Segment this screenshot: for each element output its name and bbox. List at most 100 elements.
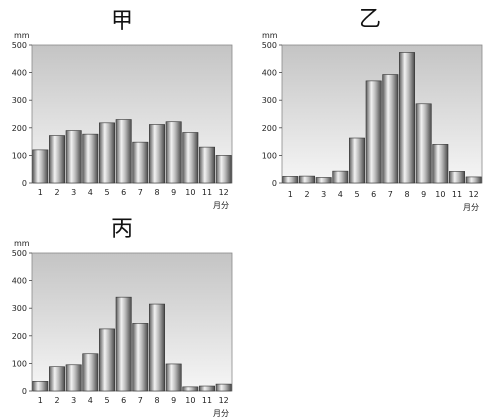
- chart-title: 丙: [111, 217, 133, 242]
- bar: [32, 381, 49, 392]
- chart-title: 甲: [111, 9, 133, 34]
- x-tick-label: 4: [88, 396, 93, 405]
- x-tick-label: 11: [452, 190, 462, 199]
- x-tick-label: 4: [88, 188, 93, 197]
- y-tick-label: 0: [22, 387, 27, 396]
- x-tick-label: 9: [171, 188, 176, 197]
- x-tick-label: 1: [288, 190, 293, 199]
- bar: [465, 176, 482, 184]
- plot-area: [31, 44, 233, 184]
- x-tick-label: 3: [71, 188, 76, 197]
- x-tick-label: 12: [219, 396, 229, 405]
- plot-area: [281, 44, 483, 184]
- bar: [349, 137, 365, 184]
- bar: [415, 103, 432, 184]
- plot-area: [31, 252, 233, 392]
- y-tick-label: 200: [12, 124, 27, 133]
- bar: [49, 366, 65, 392]
- x-tick-label: 6: [121, 396, 126, 405]
- bar: [65, 130, 82, 184]
- bar: [315, 177, 332, 184]
- bar: [215, 383, 232, 392]
- bar: [65, 364, 82, 392]
- y-unit-label: mm: [14, 239, 30, 248]
- x-tick-label: 12: [219, 188, 229, 197]
- y-tick-label: 300: [262, 96, 277, 105]
- x-tick-label: 10: [185, 188, 195, 197]
- bar: [332, 170, 349, 184]
- bar: [82, 353, 99, 392]
- y-tick-label: 100: [12, 151, 27, 160]
- x-tick-label: 5: [104, 188, 109, 197]
- x-tick-label: 8: [404, 190, 409, 199]
- bar: [449, 171, 465, 184]
- y-tick-label: 200: [12, 332, 27, 341]
- x-tick-label: 3: [71, 396, 76, 405]
- x-tick-label: 11: [202, 396, 212, 405]
- x-tick-label: 2: [54, 188, 59, 197]
- bar: [149, 124, 165, 184]
- x-tick-label: 6: [371, 190, 376, 199]
- x-tick-label: 10: [435, 190, 445, 199]
- x-tick-label: 7: [388, 190, 393, 199]
- bar: [182, 386, 199, 392]
- bar: [432, 144, 449, 184]
- bar: [32, 149, 49, 184]
- bar: [282, 176, 299, 184]
- x-tick-label: 5: [104, 396, 109, 405]
- y-tick-label: 0: [272, 179, 277, 188]
- bar: [82, 133, 99, 184]
- bar: [115, 119, 132, 184]
- x-tick-label: 7: [138, 188, 143, 197]
- x-tick-label: 2: [54, 396, 59, 405]
- x-tick-label: 2: [304, 190, 309, 199]
- bar: [165, 363, 182, 392]
- bar: [199, 146, 215, 184]
- x-tick-label: 11: [202, 188, 212, 197]
- x-tick-label: 8: [154, 188, 159, 197]
- bar: [182, 132, 199, 184]
- x-tick-label: 12: [469, 190, 479, 199]
- bar: [115, 296, 132, 392]
- y-tick-label: 500: [262, 41, 277, 50]
- bar: [132, 141, 149, 184]
- y-tick-label: 400: [262, 69, 277, 78]
- y-tick-label: 400: [12, 277, 27, 286]
- bar: [399, 52, 415, 184]
- bar: [299, 175, 315, 184]
- x-unit-label: 月分: [463, 203, 479, 212]
- bar: [99, 328, 115, 392]
- chart-title: 乙: [359, 7, 381, 32]
- bar: [382, 74, 399, 184]
- x-tick-label: 1: [38, 396, 43, 405]
- bar: [199, 385, 215, 392]
- x-unit-label: 月分: [213, 201, 229, 210]
- bar: [215, 155, 232, 184]
- x-tick-label: 9: [171, 396, 176, 405]
- y-unit-label: mm: [14, 31, 30, 40]
- bar: [365, 80, 382, 184]
- x-tick-label: 3: [321, 190, 326, 199]
- x-unit-label: 月分: [213, 409, 229, 418]
- bar: [99, 122, 115, 184]
- x-tick-label: 7: [138, 396, 143, 405]
- bar: [49, 135, 65, 184]
- y-tick-label: 200: [262, 124, 277, 133]
- x-tick-label: 1: [38, 188, 43, 197]
- x-tick-label: 8: [154, 396, 159, 405]
- y-tick-label: 100: [12, 359, 27, 368]
- y-tick-label: 400: [12, 69, 27, 78]
- y-tick-label: 0: [22, 179, 27, 188]
- x-tick-label: 4: [338, 190, 343, 199]
- x-tick-label: 6: [121, 188, 126, 197]
- y-unit-label: mm: [262, 31, 278, 40]
- bar: [165, 121, 182, 184]
- x-tick-label: 10: [185, 396, 195, 405]
- x-tick-label: 9: [421, 190, 426, 199]
- y-tick-label: 300: [12, 96, 27, 105]
- y-tick-label: 100: [262, 151, 277, 160]
